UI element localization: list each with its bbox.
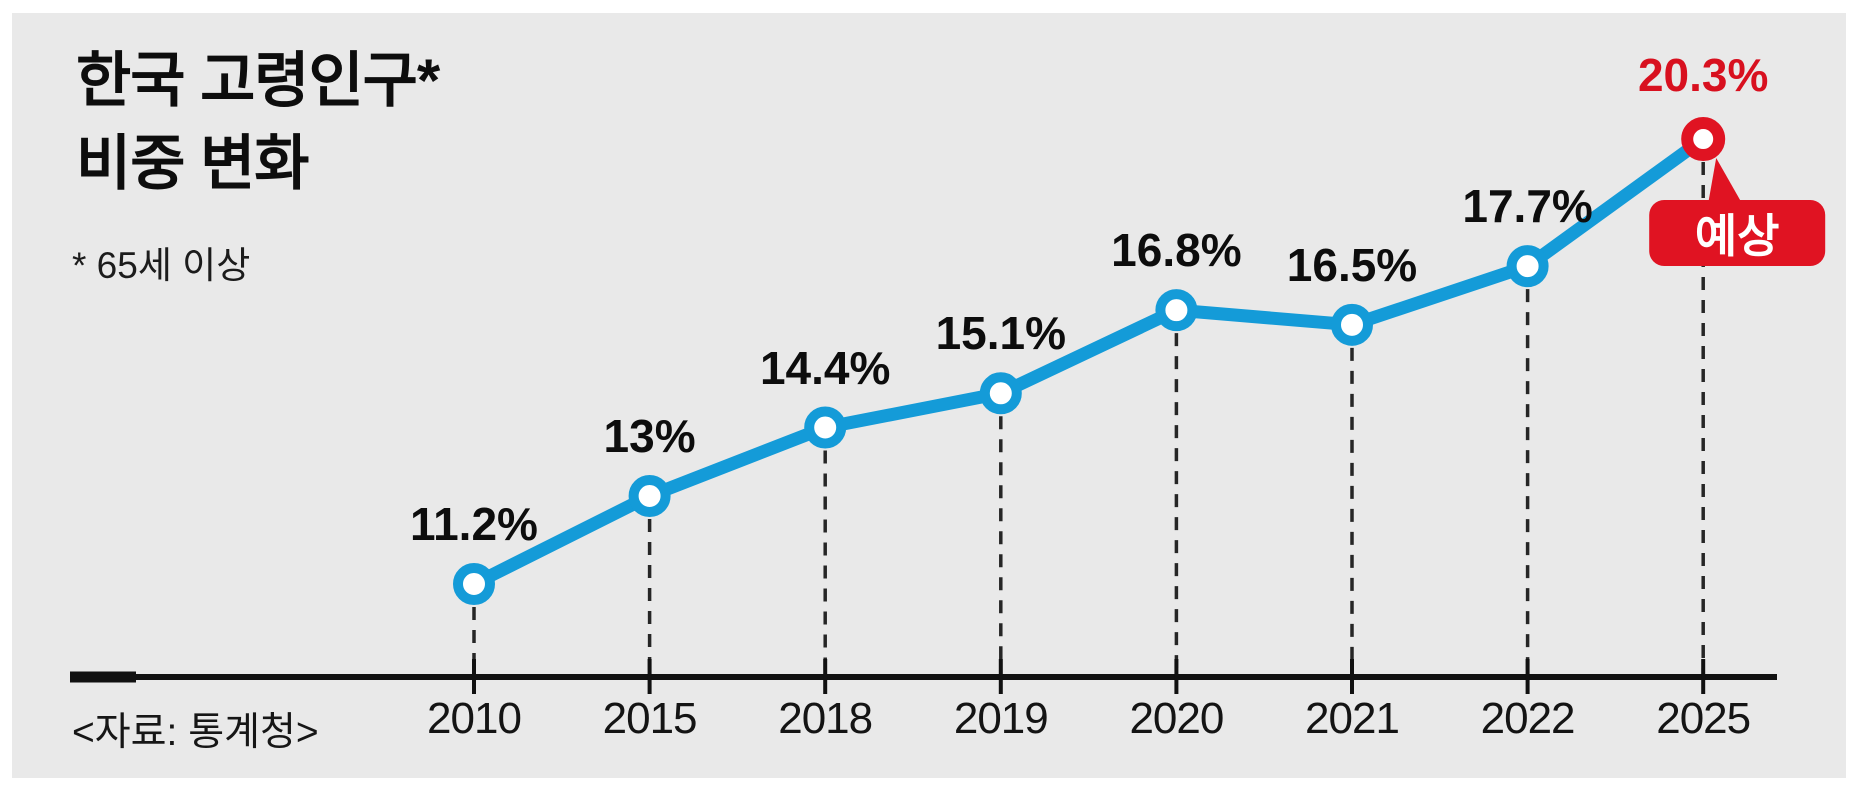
chart-panel: 한국 고령인구* 비중 변화 * 65세 이상 <자료: 통계청> <box>12 13 1846 778</box>
point-marker <box>1506 245 1549 288</box>
forecast-point-marker <box>1681 117 1726 162</box>
chart-title-line1: 한국 고령인구* <box>76 47 440 114</box>
point-marker <box>1331 303 1373 346</box>
chart-footnote: * 65세 이상 <box>72 245 251 286</box>
source-note: <자료: 통계청> <box>72 711 319 754</box>
chart-title: 한국 고령인구* 비중 변화 <box>76 39 440 205</box>
chart-title-line2: 비중 변화 <box>76 130 309 197</box>
series-line <box>467 132 1710 591</box>
x-axis-cap <box>70 671 136 683</box>
point-marker <box>804 406 847 449</box>
forecast-bubble <box>1649 200 1826 267</box>
point-marker <box>628 474 671 517</box>
point-marker <box>453 563 495 605</box>
point-marker <box>1155 289 1198 332</box>
point-marker <box>979 372 1022 415</box>
forecast-bubble-pointer <box>1707 158 1746 210</box>
